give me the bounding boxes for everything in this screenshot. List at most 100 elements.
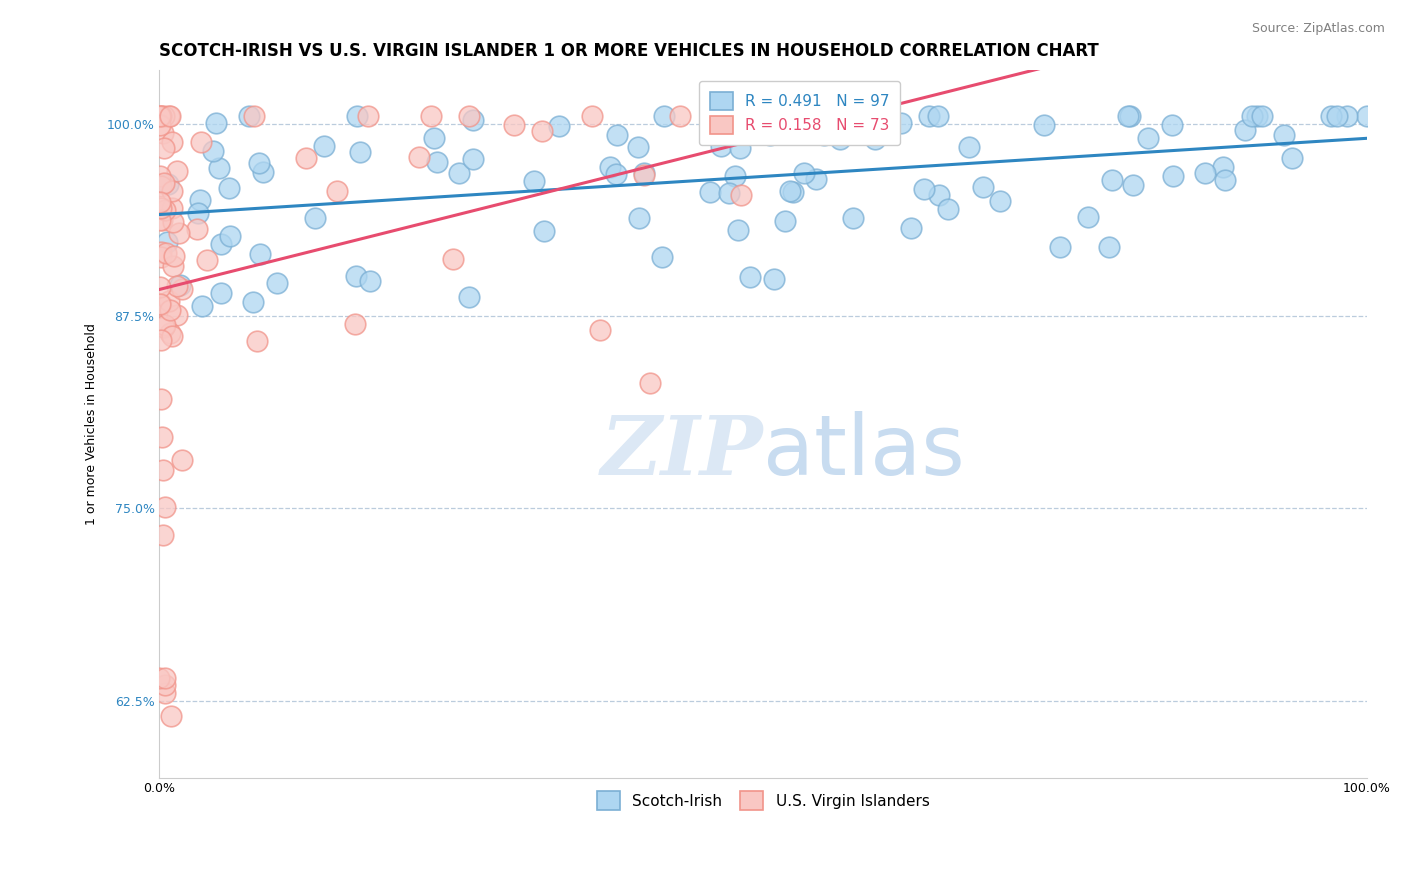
Point (346, 109, 368, 123)
Point (166, 278, 188, 293)
Point (162, 215, 184, 229)
Point (447, 166, 470, 180)
Point (890, 116, 912, 130)
Text: SCOTCH-IRISH VS U.S. VIRGIN ISLANDER 1 OR MORE VEHICLES IN HOUSEHOLD CORRELATION: SCOTCH-IRISH VS U.S. VIRGIN ISLANDER 1 O… (159, 42, 1099, 60)
Point (727, 223, 749, 237)
Point (243, 109, 266, 123)
Point (202, 145, 225, 159)
Point (873, 109, 896, 123)
Point (1119, 109, 1142, 123)
Point (162, 259, 184, 273)
Point (458, 290, 481, 304)
Point (344, 268, 367, 283)
Point (1116, 109, 1139, 123)
Point (972, 180, 994, 194)
Point (738, 270, 761, 285)
Point (357, 109, 380, 123)
Point (900, 221, 922, 235)
Point (1250, 109, 1272, 123)
Point (724, 109, 747, 123)
Point (252, 165, 274, 179)
Point (1049, 240, 1071, 254)
Point (152, 109, 174, 123)
Point (246, 334, 269, 348)
Point (830, 132, 852, 146)
Point (266, 276, 288, 290)
Point (155, 678, 177, 692)
Point (927, 109, 949, 123)
Point (523, 173, 546, 187)
Point (1161, 169, 1184, 184)
Point (581, 109, 603, 123)
Point (157, 109, 180, 123)
Point (149, 297, 172, 311)
Point (159, 109, 181, 123)
Point (149, 201, 172, 215)
Point (503, 118, 526, 132)
Point (169, 278, 191, 293)
Point (149, 118, 172, 132)
Point (793, 109, 815, 123)
Point (242, 294, 264, 309)
Point (1098, 240, 1121, 254)
Point (155, 671, 177, 685)
Point (153, 176, 176, 190)
Point (633, 169, 655, 183)
Point (153, 500, 176, 515)
Text: ZIP: ZIP (600, 412, 763, 491)
Point (247, 156, 270, 170)
Legend: Scotch-Irish, U.S. Virgin Islanders: Scotch-Irish, U.S. Virgin Islanders (591, 785, 935, 816)
Point (162, 135, 184, 149)
Point (149, 109, 172, 123)
Point (1033, 119, 1056, 133)
Point (249, 247, 271, 261)
Point (1212, 160, 1234, 174)
Point (190, 135, 212, 149)
Point (1233, 123, 1256, 137)
Point (699, 185, 721, 199)
Point (204, 116, 226, 130)
Point (159, 326, 181, 341)
Point (589, 323, 612, 337)
Point (160, 201, 183, 215)
Point (149, 195, 172, 210)
Point (813, 128, 835, 143)
Point (842, 211, 865, 225)
Point (159, 302, 181, 317)
Point (209, 286, 232, 301)
Point (326, 184, 349, 198)
Point (1336, 109, 1358, 123)
Point (1160, 119, 1182, 133)
Point (1355, 109, 1378, 123)
Point (1272, 128, 1295, 143)
Point (163, 248, 186, 262)
Point (1194, 166, 1216, 180)
Point (152, 463, 174, 477)
Point (1077, 210, 1099, 224)
Point (606, 128, 628, 142)
Point (238, 109, 260, 123)
Point (218, 228, 240, 243)
Point (917, 109, 939, 123)
Point (728, 141, 751, 155)
Point (461, 113, 484, 128)
Point (1213, 173, 1236, 187)
Point (419, 109, 441, 123)
Point (531, 124, 554, 138)
Point (1246, 109, 1268, 123)
Point (779, 184, 801, 198)
Point (990, 194, 1012, 208)
Point (153, 202, 176, 217)
Point (149, 251, 172, 265)
Text: Source: ZipAtlas.com: Source: ZipAtlas.com (1251, 22, 1385, 36)
Point (863, 132, 886, 146)
Point (218, 180, 240, 194)
Point (172, 453, 194, 467)
Point (209, 237, 232, 252)
Point (773, 214, 796, 228)
Point (152, 319, 174, 334)
Point (148, 671, 170, 685)
Point (150, 179, 173, 194)
Point (651, 250, 673, 264)
Point (599, 160, 621, 174)
